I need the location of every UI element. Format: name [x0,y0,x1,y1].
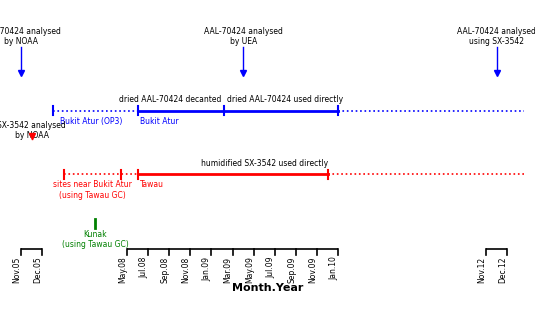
Text: AAL-70424 analysed
using SX-3542: AAL-70424 analysed using SX-3542 [457,27,535,46]
Text: AAL-70424 analysed
by NOAA: AAL-70424 analysed by NOAA [0,27,60,46]
Text: sites near Bukit Atur
(using Tawau GC): sites near Bukit Atur (using Tawau GC) [52,180,132,200]
Text: Mar.09: Mar.09 [224,256,233,283]
Text: dried AAL-70424 decanted: dried AAL-70424 decanted [119,95,221,104]
Text: Bukit Atur (OP3): Bukit Atur (OP3) [60,117,122,126]
Text: Jul.09: Jul.09 [266,256,275,278]
Text: Kunak
(using Tawau GC): Kunak (using Tawau GC) [62,230,128,249]
Text: Nov.09: Nov.09 [308,256,317,283]
Text: Nov.12: Nov.12 [477,256,486,283]
Text: AAL-70424 analysed
by UEA: AAL-70424 analysed by UEA [204,27,282,46]
Text: Sep.08: Sep.08 [160,256,169,283]
Text: May.08: May.08 [118,256,127,283]
Text: dried AAL-70424 used directly: dried AAL-70424 used directly [227,95,343,104]
Text: Month.Year: Month.Year [232,283,303,293]
Text: Nov.05: Nov.05 [12,256,21,283]
Text: Jul.08: Jul.08 [139,256,148,278]
Text: Dec.12: Dec.12 [499,256,507,283]
Text: Jan.10: Jan.10 [330,256,338,280]
Text: Jan.09: Jan.09 [202,256,211,281]
Text: SX-3542 analysed
by NOAA: SX-3542 analysed by NOAA [0,121,66,140]
Text: Dec.05: Dec.05 [33,256,42,283]
Text: Sep.09: Sep.09 [287,256,296,283]
Text: Nov.08: Nov.08 [181,256,190,283]
Text: Bukit Atur: Bukit Atur [140,117,178,126]
Text: Tawau: Tawau [140,180,164,189]
Text: May.09: May.09 [244,256,254,283]
Text: humidified SX-3542 used directly: humidified SX-3542 used directly [201,159,328,168]
